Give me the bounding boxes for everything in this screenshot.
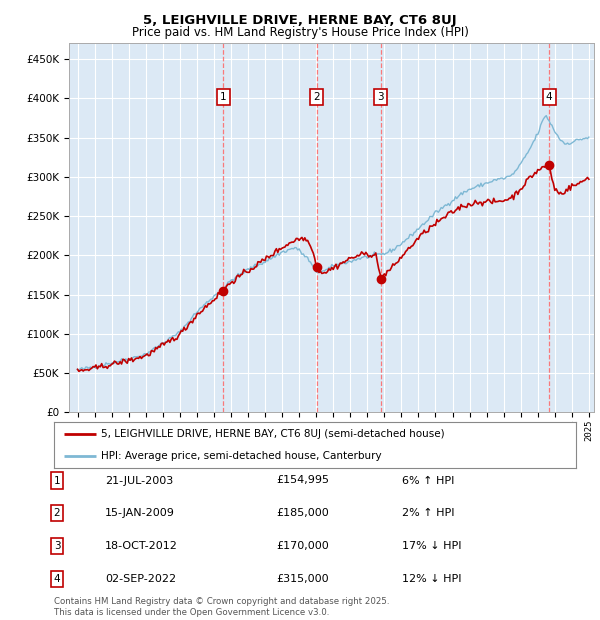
Text: 6% ↑ HPI: 6% ↑ HPI [402,476,454,485]
Text: £185,000: £185,000 [276,508,329,518]
Text: 21-JUL-2003: 21-JUL-2003 [105,476,173,485]
Text: 5, LEIGHVILLE DRIVE, HERNE BAY, CT6 8UJ (semi-detached house): 5, LEIGHVILLE DRIVE, HERNE BAY, CT6 8UJ … [101,429,445,439]
Text: 18-OCT-2012: 18-OCT-2012 [105,541,178,551]
Text: Contains HM Land Registry data © Crown copyright and database right 2025.
This d: Contains HM Land Registry data © Crown c… [54,598,389,617]
Text: 02-SEP-2022: 02-SEP-2022 [105,574,176,584]
Text: HPI: Average price, semi-detached house, Canterbury: HPI: Average price, semi-detached house,… [101,451,382,461]
Text: Price paid vs. HM Land Registry's House Price Index (HPI): Price paid vs. HM Land Registry's House … [131,26,469,39]
Text: £315,000: £315,000 [276,574,329,584]
Text: 4: 4 [546,92,553,102]
Text: 17% ↓ HPI: 17% ↓ HPI [402,541,461,551]
Text: 4: 4 [53,574,61,584]
Text: £154,995: £154,995 [276,476,329,485]
Text: 2% ↑ HPI: 2% ↑ HPI [402,508,455,518]
Text: 1: 1 [220,92,227,102]
Text: 5, LEIGHVILLE DRIVE, HERNE BAY, CT6 8UJ: 5, LEIGHVILLE DRIVE, HERNE BAY, CT6 8UJ [143,14,457,27]
Text: £170,000: £170,000 [276,541,329,551]
Text: 2: 2 [53,508,61,518]
Text: 3: 3 [53,541,61,551]
Text: 12% ↓ HPI: 12% ↓ HPI [402,574,461,584]
Text: 15-JAN-2009: 15-JAN-2009 [105,508,175,518]
Text: 3: 3 [377,92,384,102]
Text: 1: 1 [53,476,61,485]
Text: 2: 2 [314,92,320,102]
